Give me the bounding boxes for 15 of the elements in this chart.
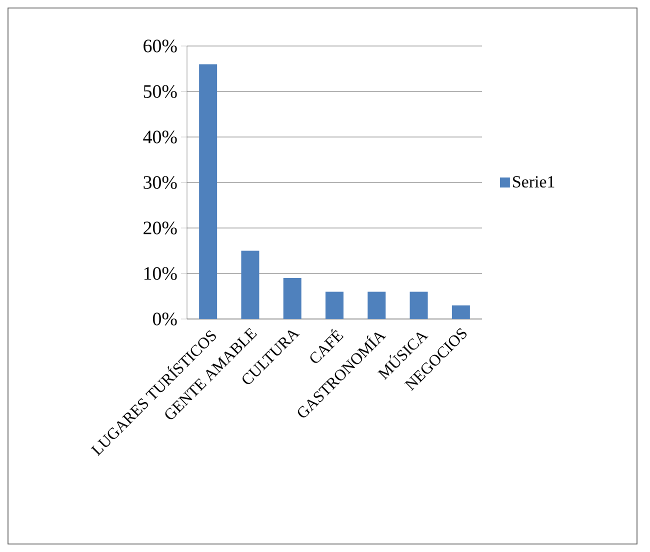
bar xyxy=(452,305,470,319)
y-tick-label: 30% xyxy=(144,176,177,189)
bar xyxy=(326,292,344,319)
bar xyxy=(368,292,386,319)
y-tick-label: 60% xyxy=(144,40,177,52)
y-tick-label: 10% xyxy=(144,267,177,280)
legend-label: Serie1 xyxy=(513,176,554,188)
bar xyxy=(283,278,302,319)
y-tick-label: 40% xyxy=(143,130,177,144)
bar xyxy=(199,64,218,319)
y-tick-label: 20% xyxy=(144,222,177,234)
bar xyxy=(410,292,428,319)
y-tick-label: 50% xyxy=(144,85,177,98)
bar xyxy=(241,250,260,319)
y-tick-label: 0% xyxy=(152,312,177,326)
